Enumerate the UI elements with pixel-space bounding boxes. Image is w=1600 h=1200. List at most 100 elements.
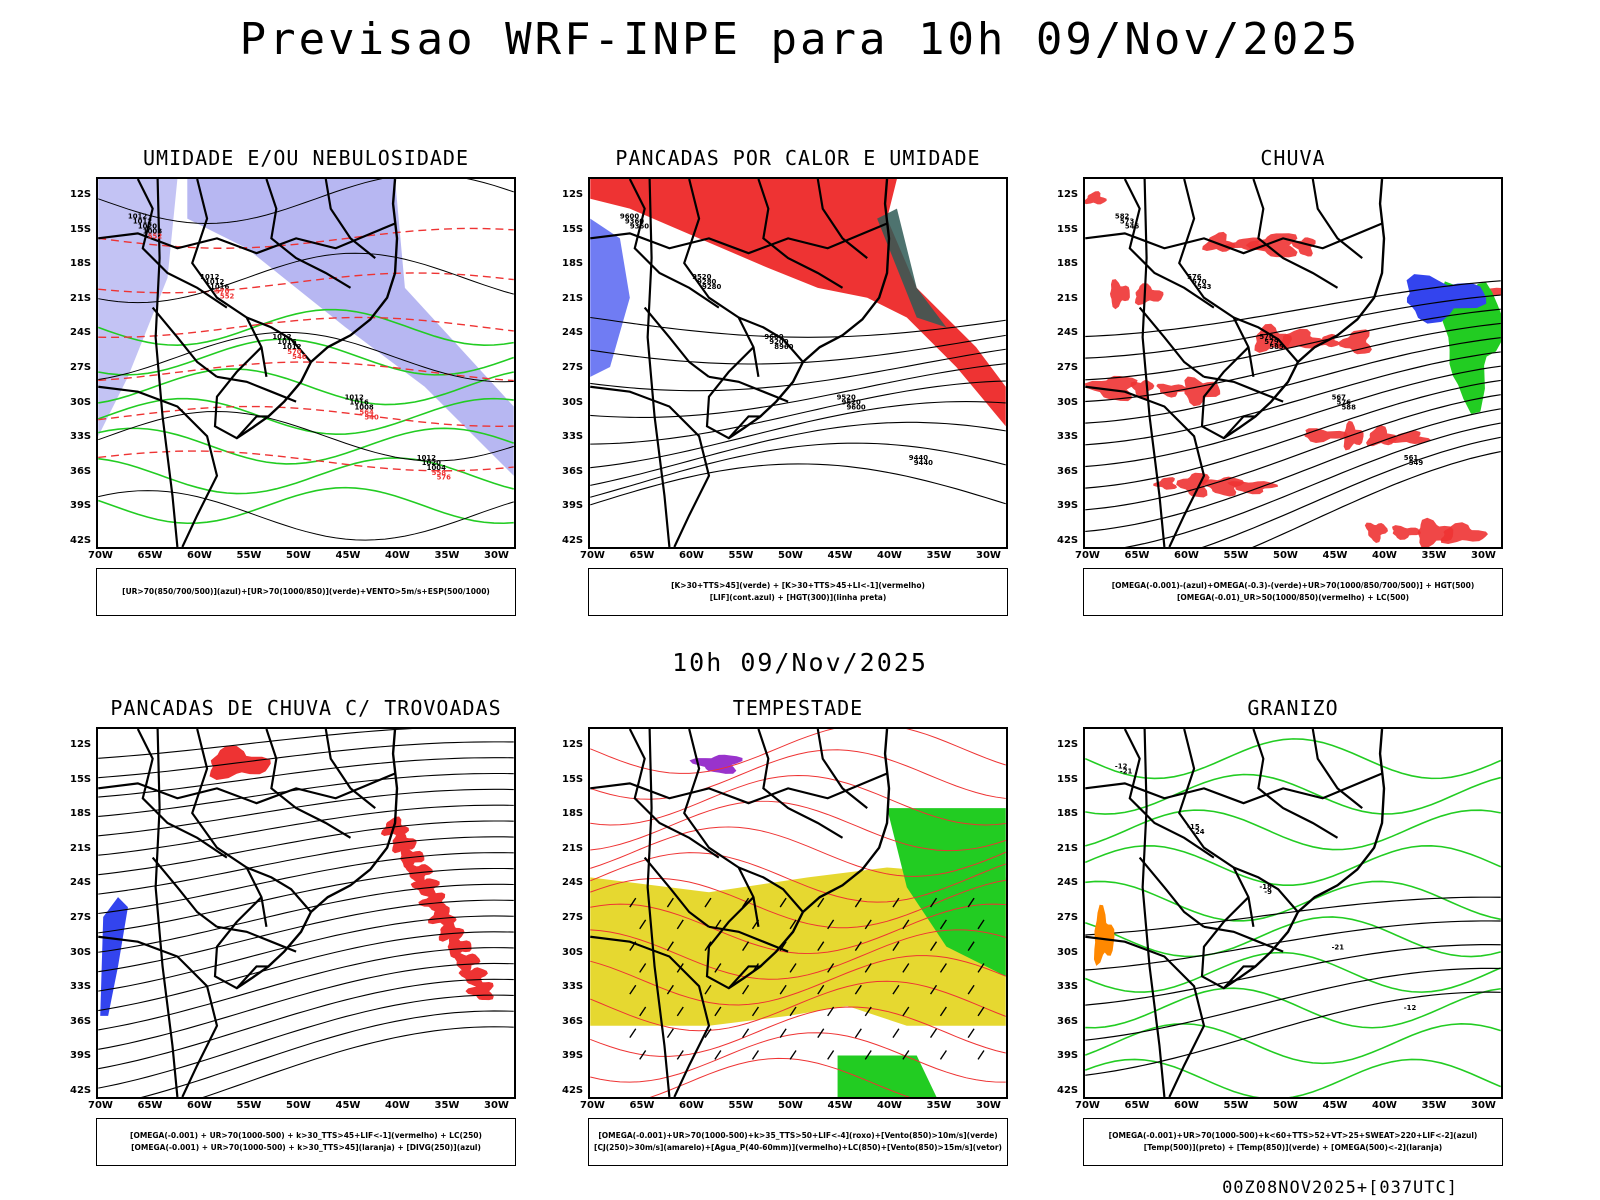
longitude-tick-label: 40W xyxy=(877,1100,902,1111)
latitude-tick-label: 33S xyxy=(70,981,92,993)
map-storm xyxy=(588,727,1008,1099)
wind-vector xyxy=(967,984,975,995)
contour-label: 582 xyxy=(1115,213,1130,221)
panel-title-storm: TEMPESTADE xyxy=(732,696,864,720)
map-thunderstorm xyxy=(96,727,516,1099)
latitude-tick-label: 36S xyxy=(1057,1015,1079,1027)
temp850-contour xyxy=(1085,809,1501,851)
latitude-tick-label: 15S xyxy=(562,773,584,785)
wind-vector xyxy=(827,1050,835,1060)
temp850-contour xyxy=(1085,1058,1501,1097)
wind-vector xyxy=(629,984,637,995)
contour-label: 9360 xyxy=(630,222,649,230)
streamline xyxy=(98,741,514,779)
heat-showers-green-fill xyxy=(877,208,947,328)
contour-label: 546 xyxy=(292,353,307,361)
wind-vector xyxy=(639,919,647,930)
contour-label: 570 xyxy=(1259,333,1274,341)
wind-vector xyxy=(714,1050,722,1060)
rain-red-patch xyxy=(1085,375,1138,402)
pressure-contour xyxy=(98,179,514,225)
latitude-tick-label: 39S xyxy=(1057,500,1079,512)
wind-vector xyxy=(676,1006,684,1017)
streamline xyxy=(1201,436,1501,547)
contour-label: 573 xyxy=(1120,218,1135,226)
wind-vector xyxy=(742,941,750,951)
precipitable-water-contour xyxy=(590,826,1006,877)
contour-label: 1012 xyxy=(133,218,152,226)
thunderstorm-red-patch xyxy=(418,892,448,912)
latitude-tick-label: 12S xyxy=(70,189,92,200)
rain-red-patch xyxy=(1387,430,1431,445)
longitude-tick-label: 60W xyxy=(187,1100,212,1111)
country-border xyxy=(265,729,352,839)
wind-vector xyxy=(854,984,862,995)
low-level-humidity-contour xyxy=(98,308,514,346)
streamline xyxy=(1124,422,1501,547)
wind-vector xyxy=(939,919,947,930)
hgt300-contour xyxy=(590,348,1006,392)
wind-vector xyxy=(864,919,872,930)
country-border xyxy=(98,935,219,1097)
humidity-upper-fill xyxy=(187,179,514,476)
contour-label: 1008 xyxy=(143,227,162,235)
pressure-contour xyxy=(98,490,514,541)
precipitable-water-contour xyxy=(590,774,1006,826)
wind-vector xyxy=(676,1050,684,1060)
latitude-tick-label: 18S xyxy=(70,258,92,270)
latitude-tick-label: 21S xyxy=(1057,292,1079,304)
country-border xyxy=(151,306,218,378)
longitude-tick-label: 60W xyxy=(187,550,212,561)
panel-title-humidity: UMIDADE E/OU NEBULOSIDADE xyxy=(142,146,470,170)
contour-label: 570 xyxy=(215,288,230,296)
contour-label: -9 xyxy=(1264,888,1272,896)
longitude-tick-label: 50W xyxy=(286,1100,311,1111)
wind-vector xyxy=(864,963,872,973)
contour-label: 552 xyxy=(148,232,163,240)
thickness-contour xyxy=(98,405,514,428)
latitude-tick-label: 30S xyxy=(562,946,584,958)
latitude-tick-label: 15S xyxy=(562,223,584,235)
latitude-tick-label: 39S xyxy=(1057,1050,1079,1062)
latitude-tick-label: 39S xyxy=(70,1050,92,1062)
map-canvas-rain: 5825765705675615735705795765495465435855… xyxy=(1085,179,1501,547)
contour-label: 1012 xyxy=(272,333,291,341)
country-border xyxy=(646,729,671,1097)
streamline xyxy=(1085,294,1501,359)
omega-orange-patch xyxy=(1093,904,1115,966)
wind-vector xyxy=(817,984,825,995)
wind-vector xyxy=(929,1028,938,1039)
streamline xyxy=(98,978,514,1070)
longitude-tick-label: 35W xyxy=(434,550,460,561)
wind-vector xyxy=(892,1028,900,1039)
longitude-tick-label: 65W xyxy=(629,1100,655,1111)
rain-red-patch xyxy=(1109,279,1130,310)
streamline xyxy=(1085,351,1501,446)
wind-vector xyxy=(639,1006,647,1017)
rain-red-patch xyxy=(1440,522,1488,545)
latitude-tick-label: 27S xyxy=(70,362,92,373)
low-level-humidity-contour xyxy=(98,338,514,376)
precipitable-water-contour xyxy=(590,729,1006,774)
wind-vector xyxy=(666,1028,674,1039)
latitude-tick-label: 39S xyxy=(562,1050,584,1062)
thunderstorm-red-patch xyxy=(438,919,465,942)
thickness-contour xyxy=(98,316,514,338)
country-border xyxy=(136,729,228,859)
temp850-contour xyxy=(1085,738,1501,780)
wind-vector xyxy=(967,897,975,908)
contour-label: 9360 xyxy=(625,218,644,226)
latitude-tick-label: 33S xyxy=(562,981,584,993)
wind-vector xyxy=(704,897,712,908)
latitude-tick-label: 18S xyxy=(562,808,584,820)
streamline xyxy=(98,820,514,876)
legend-humidity: [UR>70(850/700/500)](azul)+[UR>70(1000/8… xyxy=(96,568,516,616)
temp500-contour xyxy=(1085,920,1501,971)
contour-label: 1016 xyxy=(350,399,369,407)
latitude-tick-label: 36S xyxy=(562,465,584,477)
latitude-tick-label: 21S xyxy=(70,842,92,854)
legend-line: [OMEGA(-0.01)_UR>50(1000/850)(vermelho) … xyxy=(1176,593,1410,602)
wind850-green-fill xyxy=(837,1055,937,1097)
wind-vector xyxy=(789,1006,797,1017)
longitude-tick-label: 40W xyxy=(385,1100,410,1111)
